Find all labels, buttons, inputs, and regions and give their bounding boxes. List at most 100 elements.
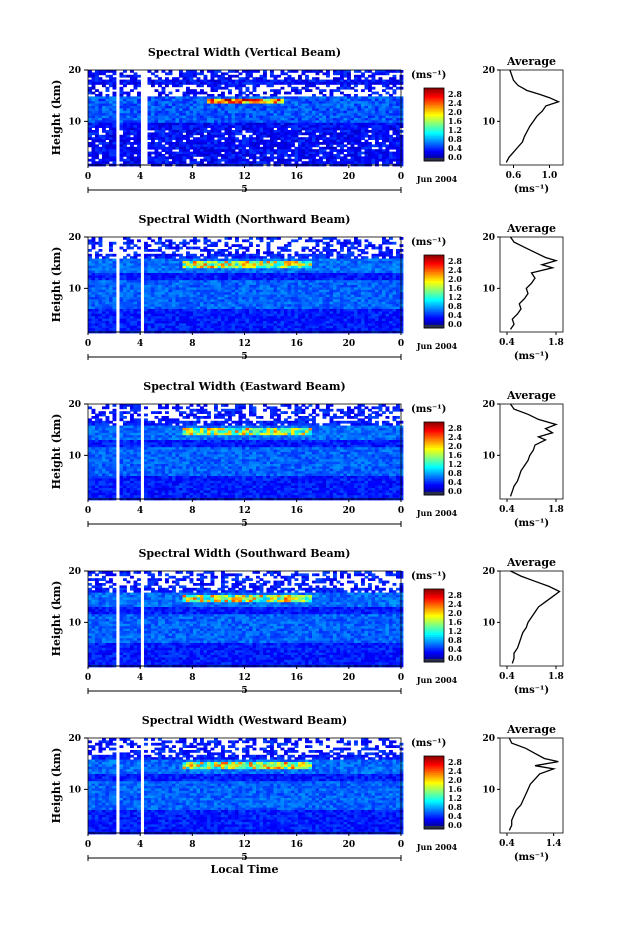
heatmap-cell: [154, 106, 159, 109]
heatmap-cell: [210, 161, 215, 164]
heatmap-cell: [273, 273, 278, 276]
heatmap-cell: [396, 125, 400, 128]
heatmap-cell: [154, 265, 159, 269]
heatmap-cell: [133, 328, 138, 331]
heatmap-cell: [375, 134, 379, 138]
heatmap-cell: [364, 98, 369, 102]
heatmap-cell: [228, 323, 232, 327]
heatmap-cell: [207, 137, 211, 140]
heatmap-cell: [200, 149, 204, 152]
heatmap-cell: [228, 158, 232, 162]
heatmap-cell: [221, 265, 225, 269]
heatmap-cell: [147, 98, 152, 102]
heatmap-cell: [319, 161, 323, 164]
heatmap-cell: [221, 285, 225, 288]
heatmap-cell: [399, 122, 404, 126]
heatmap-cell: [315, 79, 320, 83]
heatmap-cell: [189, 98, 194, 102]
heatmap-cell: [340, 113, 344, 116]
heatmap-cell: [263, 79, 267, 83]
heatmap-cell: [256, 237, 260, 240]
heatmap-cell: [249, 309, 253, 312]
heatmap-cell: [277, 149, 281, 152]
heatmap-cell: [280, 108, 285, 112]
heatmap-cell: [228, 120, 232, 124]
heatmap-cell: [378, 158, 383, 162]
heatmap-cell: [221, 270, 225, 274]
heatmap-cell: [287, 113, 292, 116]
heatmap-cell: [217, 149, 222, 152]
heatmap-cell: [158, 139, 162, 143]
heatmap-cell: [182, 275, 187, 279]
heatmap-cell: [172, 84, 176, 88]
heatmap-cell: [305, 137, 309, 140]
heatmap-cell: [273, 258, 278, 262]
heatmap-cell: [203, 113, 208, 116]
heatmap-cell: [168, 263, 173, 267]
heatmap-cell: [186, 154, 190, 157]
heatmap-cell: [200, 275, 204, 279]
heatmap-cell: [392, 79, 397, 83]
heatmap-cell: [189, 161, 194, 164]
heatmap-cell: [95, 241, 99, 245]
heatmap-cell: [228, 91, 232, 95]
heatmap-cell: [207, 273, 211, 276]
heatmap-cell: [151, 268, 155, 271]
heatmap-cell: [231, 316, 236, 319]
heatmap-cell: [126, 96, 131, 100]
heatmap-cell: [119, 285, 124, 288]
heatmap-cell: [392, 74, 397, 78]
heatmap-cell: [168, 137, 173, 140]
heatmap-cell: [196, 265, 201, 269]
heatmap-cell: [214, 280, 218, 283]
heatmap-cell: [95, 321, 99, 324]
heatmap-cell: [151, 275, 155, 279]
heatmap-cell: [270, 294, 274, 298]
heatmap-cell: [182, 134, 187, 138]
heatmap-cell: [231, 244, 236, 247]
heatmap-cell: [203, 139, 208, 143]
heatmap-cell: [123, 74, 127, 78]
heatmap-cell: [172, 299, 176, 303]
heatmap-cell: [109, 249, 113, 252]
heatmap-cell: [235, 258, 239, 262]
heatmap-cell: [102, 120, 106, 124]
heatmap-cell: [151, 103, 155, 107]
heatmap-cell: [252, 321, 257, 324]
heatmap-cell: [130, 270, 134, 274]
heatmap-cell: [382, 158, 386, 162]
heatmap-cell: [186, 270, 190, 274]
heatmap-cell: [301, 98, 306, 102]
heatmap-cell: [102, 103, 106, 107]
heatmap-cell: [112, 311, 117, 315]
heatmap-cell: [221, 94, 225, 97]
heatmap-cell: [287, 292, 292, 295]
heatmap-cell: [270, 285, 274, 288]
heatmap-cell: [175, 101, 180, 104]
heatmap-cell: [217, 297, 222, 300]
heatmap-cell: [280, 304, 285, 307]
heatmap-cell: [277, 258, 281, 262]
heatmap-cell: [196, 79, 201, 83]
heatmap-cell: [137, 265, 141, 269]
heatmap-cell: [242, 154, 246, 157]
heatmap-cell: [133, 280, 138, 283]
heatmap-cell: [277, 142, 281, 145]
colorbar-tick-label: 2.0: [448, 107, 462, 117]
heatmap-cell: [350, 142, 355, 145]
heatmap-cell: [270, 237, 274, 240]
heatmap-cell: [210, 270, 215, 274]
heatmap-cell: [277, 251, 281, 255]
heatmap-cell: [291, 265, 295, 269]
heatmap-cell: [291, 285, 295, 288]
heatmap-cell: [315, 154, 320, 157]
heatmap-cell: [137, 301, 141, 305]
heatmap-cell: [130, 263, 134, 267]
heatmap-cell: [130, 125, 134, 128]
heatmap-cell: [105, 137, 110, 140]
heatmap-cell: [347, 70, 351, 73]
heatmap-cell: [109, 313, 113, 317]
heatmap-cell: [147, 304, 152, 307]
heatmap-cell: [252, 270, 257, 274]
heatmap-cell: [165, 282, 169, 286]
